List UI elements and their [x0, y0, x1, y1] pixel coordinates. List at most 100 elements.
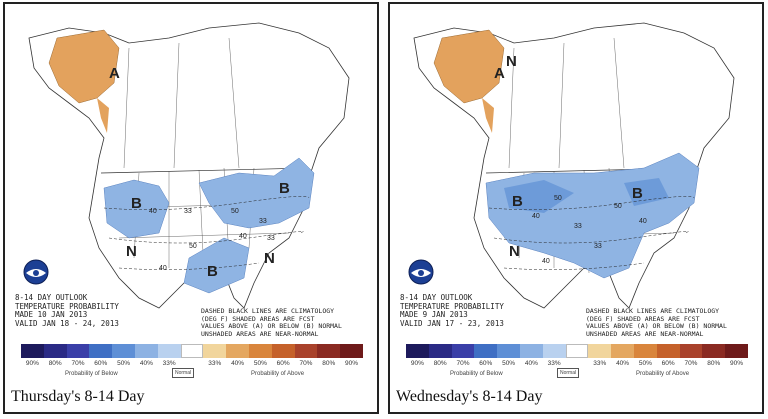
- legend-label: 60%: [276, 360, 290, 367]
- contour-label: 33: [574, 223, 582, 230]
- legend-normal-text: Normal: [172, 368, 195, 378]
- legend-swatch: [611, 344, 634, 358]
- legend-swatch: [519, 344, 543, 358]
- below-normal-region-core: [504, 180, 574, 213]
- map-letter-normal: N: [509, 243, 520, 260]
- legend-label: 60%: [94, 360, 108, 367]
- note-line: UNSHADED AREAS ARE NEAR-NORMAL: [201, 329, 319, 338]
- probability-legend: [21, 344, 363, 358]
- legend-swatch: [66, 344, 90, 358]
- legend-label: [566, 360, 589, 367]
- legend-label: 80%: [48, 360, 62, 367]
- outlook-made: MADE 9 JAN 2013: [400, 310, 468, 319]
- map-letter-below: B: [279, 180, 290, 197]
- legend-labels: 90% 80% 70% 60% 50% 40% 33% 33% 40% 50% 60% 70% 80% 9…: [21, 360, 363, 367]
- legend-swatch: [112, 344, 135, 358]
- legend-label: 90%: [345, 360, 359, 367]
- legend-label: 90%: [410, 360, 424, 367]
- contour-label: 40: [239, 233, 247, 240]
- panel-caption: Thursday's 8-14 Day: [11, 388, 145, 405]
- contour-label: 40: [542, 258, 550, 265]
- legend-label: 70%: [684, 360, 698, 367]
- legend-swatch: [43, 344, 67, 358]
- legend-swatch: [702, 344, 726, 358]
- contour-label: 40: [159, 265, 167, 272]
- note-line: VALUES ABOVE (A) OR BELOW (B) NORMAL: [201, 322, 342, 330]
- legend-swatch: [497, 344, 520, 358]
- climatology-contour: [108, 231, 304, 244]
- legend-swatch: [203, 344, 227, 358]
- below-normal-region-south: [183, 237, 250, 294]
- climatology-contour: [503, 262, 645, 270]
- land-outline: [28, 22, 350, 309]
- legend-label: 70%: [456, 360, 470, 367]
- outlook-map: A B B B N N 40 33 50 33 40 50 33 40: [9, 8, 373, 338]
- legend-swatch: [679, 344, 703, 358]
- legend-label: 80%: [322, 360, 336, 367]
- legend-swatch: [451, 344, 475, 358]
- legend-label: 33%: [162, 360, 176, 367]
- climatology-contour: [488, 196, 695, 210]
- legend-swatch: [89, 344, 113, 358]
- legend-swatch: [180, 344, 204, 358]
- outlook-header: 8-14 DAY OUTLOOK TEMPERATURE PROBABILITY…: [15, 293, 195, 328]
- outlook-header: 8-14 DAY OUTLOOK TEMPERATURE PROBABILITY…: [400, 293, 580, 328]
- contour-label: 40: [532, 213, 540, 220]
- above-normal-region-coast: [482, 98, 494, 133]
- map-letter-above: A: [494, 65, 505, 82]
- north-america-map: A B B N N 40 50 33 50 40 33 40: [413, 22, 735, 309]
- map-letter-below: B: [512, 193, 523, 210]
- legend-swatch: [725, 344, 748, 358]
- climatology-contour: [118, 262, 260, 270]
- outlook-title: 8-14 DAY OUTLOOK: [400, 293, 473, 302]
- map-letter-above: A: [109, 65, 120, 82]
- outlook-map: A B B N N 40 50 33 50 40 33 40: [394, 8, 758, 338]
- legend-swatch: [428, 344, 452, 358]
- forecast-panel-thursday: A B B B N N 40 33 50 33 40 50 33 40 8-14…: [3, 2, 379, 414]
- note-line: DASHED BLACK LINES ARE CLIMATOLOGY: [201, 307, 335, 315]
- legend-swatch: [317, 344, 341, 358]
- below-normal-region-core: [624, 178, 669, 206]
- legend-label: 70%: [71, 360, 85, 367]
- probability-legend: [406, 344, 748, 358]
- contour-label: 50: [614, 203, 622, 210]
- map-letter-normal: N: [264, 250, 275, 267]
- legend-label: 50%: [117, 360, 131, 367]
- legend-label: 70%: [299, 360, 313, 367]
- legend-label: 50%: [638, 360, 652, 367]
- legend-swatch: [565, 344, 589, 358]
- legend-label: 80%: [707, 360, 721, 367]
- legend-label: 60%: [479, 360, 493, 367]
- map-letter-normal: N: [126, 243, 137, 260]
- legend-above-text: Probability of Above: [251, 371, 305, 377]
- legend-label: 40%: [616, 360, 630, 367]
- legend-swatch: [542, 344, 566, 358]
- below-normal-region-east: [198, 157, 315, 229]
- legend-labels: 90% 80% 70% 60% 50% 40% 33% 33% 40% 50% 60% 70% 80% 9…: [406, 360, 748, 367]
- map-letter-below: B: [632, 185, 643, 202]
- province-borders: [123, 37, 240, 169]
- noaa-logo-icon: [408, 259, 434, 285]
- legend-label: 80%: [433, 360, 447, 367]
- legend-swatch: [248, 344, 272, 358]
- us-canada-border: [100, 167, 310, 174]
- legend-label: 33%: [547, 360, 561, 367]
- legend-label: 40%: [231, 360, 245, 367]
- legend-swatch: [21, 344, 44, 358]
- above-normal-region-coast: [97, 98, 109, 133]
- outlook-valid: VALID JAN 18 - 24, 2013: [15, 318, 119, 328]
- legend-swatch: [656, 344, 680, 358]
- legend-label: [181, 360, 204, 367]
- outlook-note: DASHED BLACK LINES ARE CLIMATOLOGY (DEG …: [586, 307, 746, 338]
- below-normal-region-west: [103, 179, 170, 239]
- note-line: VALUES ABOVE (A) OR BELOW (B) NORMAL: [586, 322, 727, 330]
- contour-label: 33: [184, 208, 192, 215]
- legend-swatch: [474, 344, 498, 358]
- legend-label: 33%: [593, 360, 607, 367]
- legend-swatch: [134, 344, 158, 358]
- contour-label: 50: [189, 243, 197, 250]
- legend-below-text: Probability of Below: [450, 371, 503, 377]
- legend-label: 33%: [208, 360, 222, 367]
- outlook-subtitle: TEMPERATURE PROBABILITY: [400, 301, 504, 311]
- panel-caption: Wednesday's 8-14 Day: [396, 388, 543, 405]
